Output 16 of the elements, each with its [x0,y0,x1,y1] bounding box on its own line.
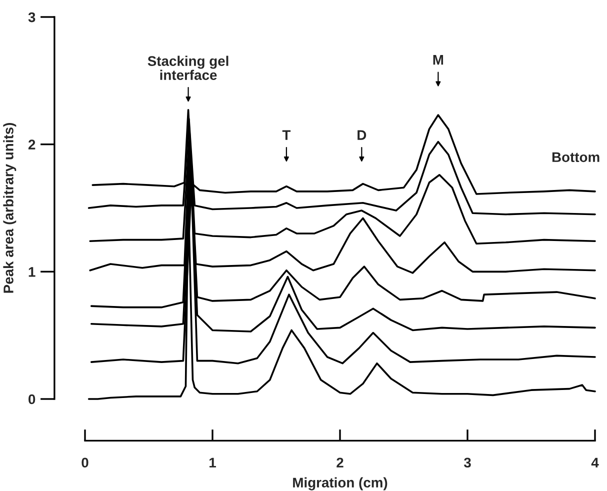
annotation: T [282,130,291,140]
annotation: D [358,130,366,140]
annotation: Bottom [552,152,600,162]
x-tick-label: 1 [210,458,216,468]
x-tick-label: 3 [464,458,471,468]
y-axis-title: Peak area (arbitrary units) [3,123,16,293]
y-tick-label: 1 [28,267,36,277]
y-tick-label: 2 [28,140,36,150]
x-tick-label: 0 [82,458,88,468]
x-tick-label: 2 [336,458,344,468]
x-tick-label: 4 [591,458,599,468]
y-tick-label: 3 [28,12,36,22]
x-axis-title: Migration (cm) [293,477,388,490]
annotation: Stacking gel interface [148,56,228,80]
annotation: M [433,55,444,65]
y-tick-label: 0 [28,394,36,404]
